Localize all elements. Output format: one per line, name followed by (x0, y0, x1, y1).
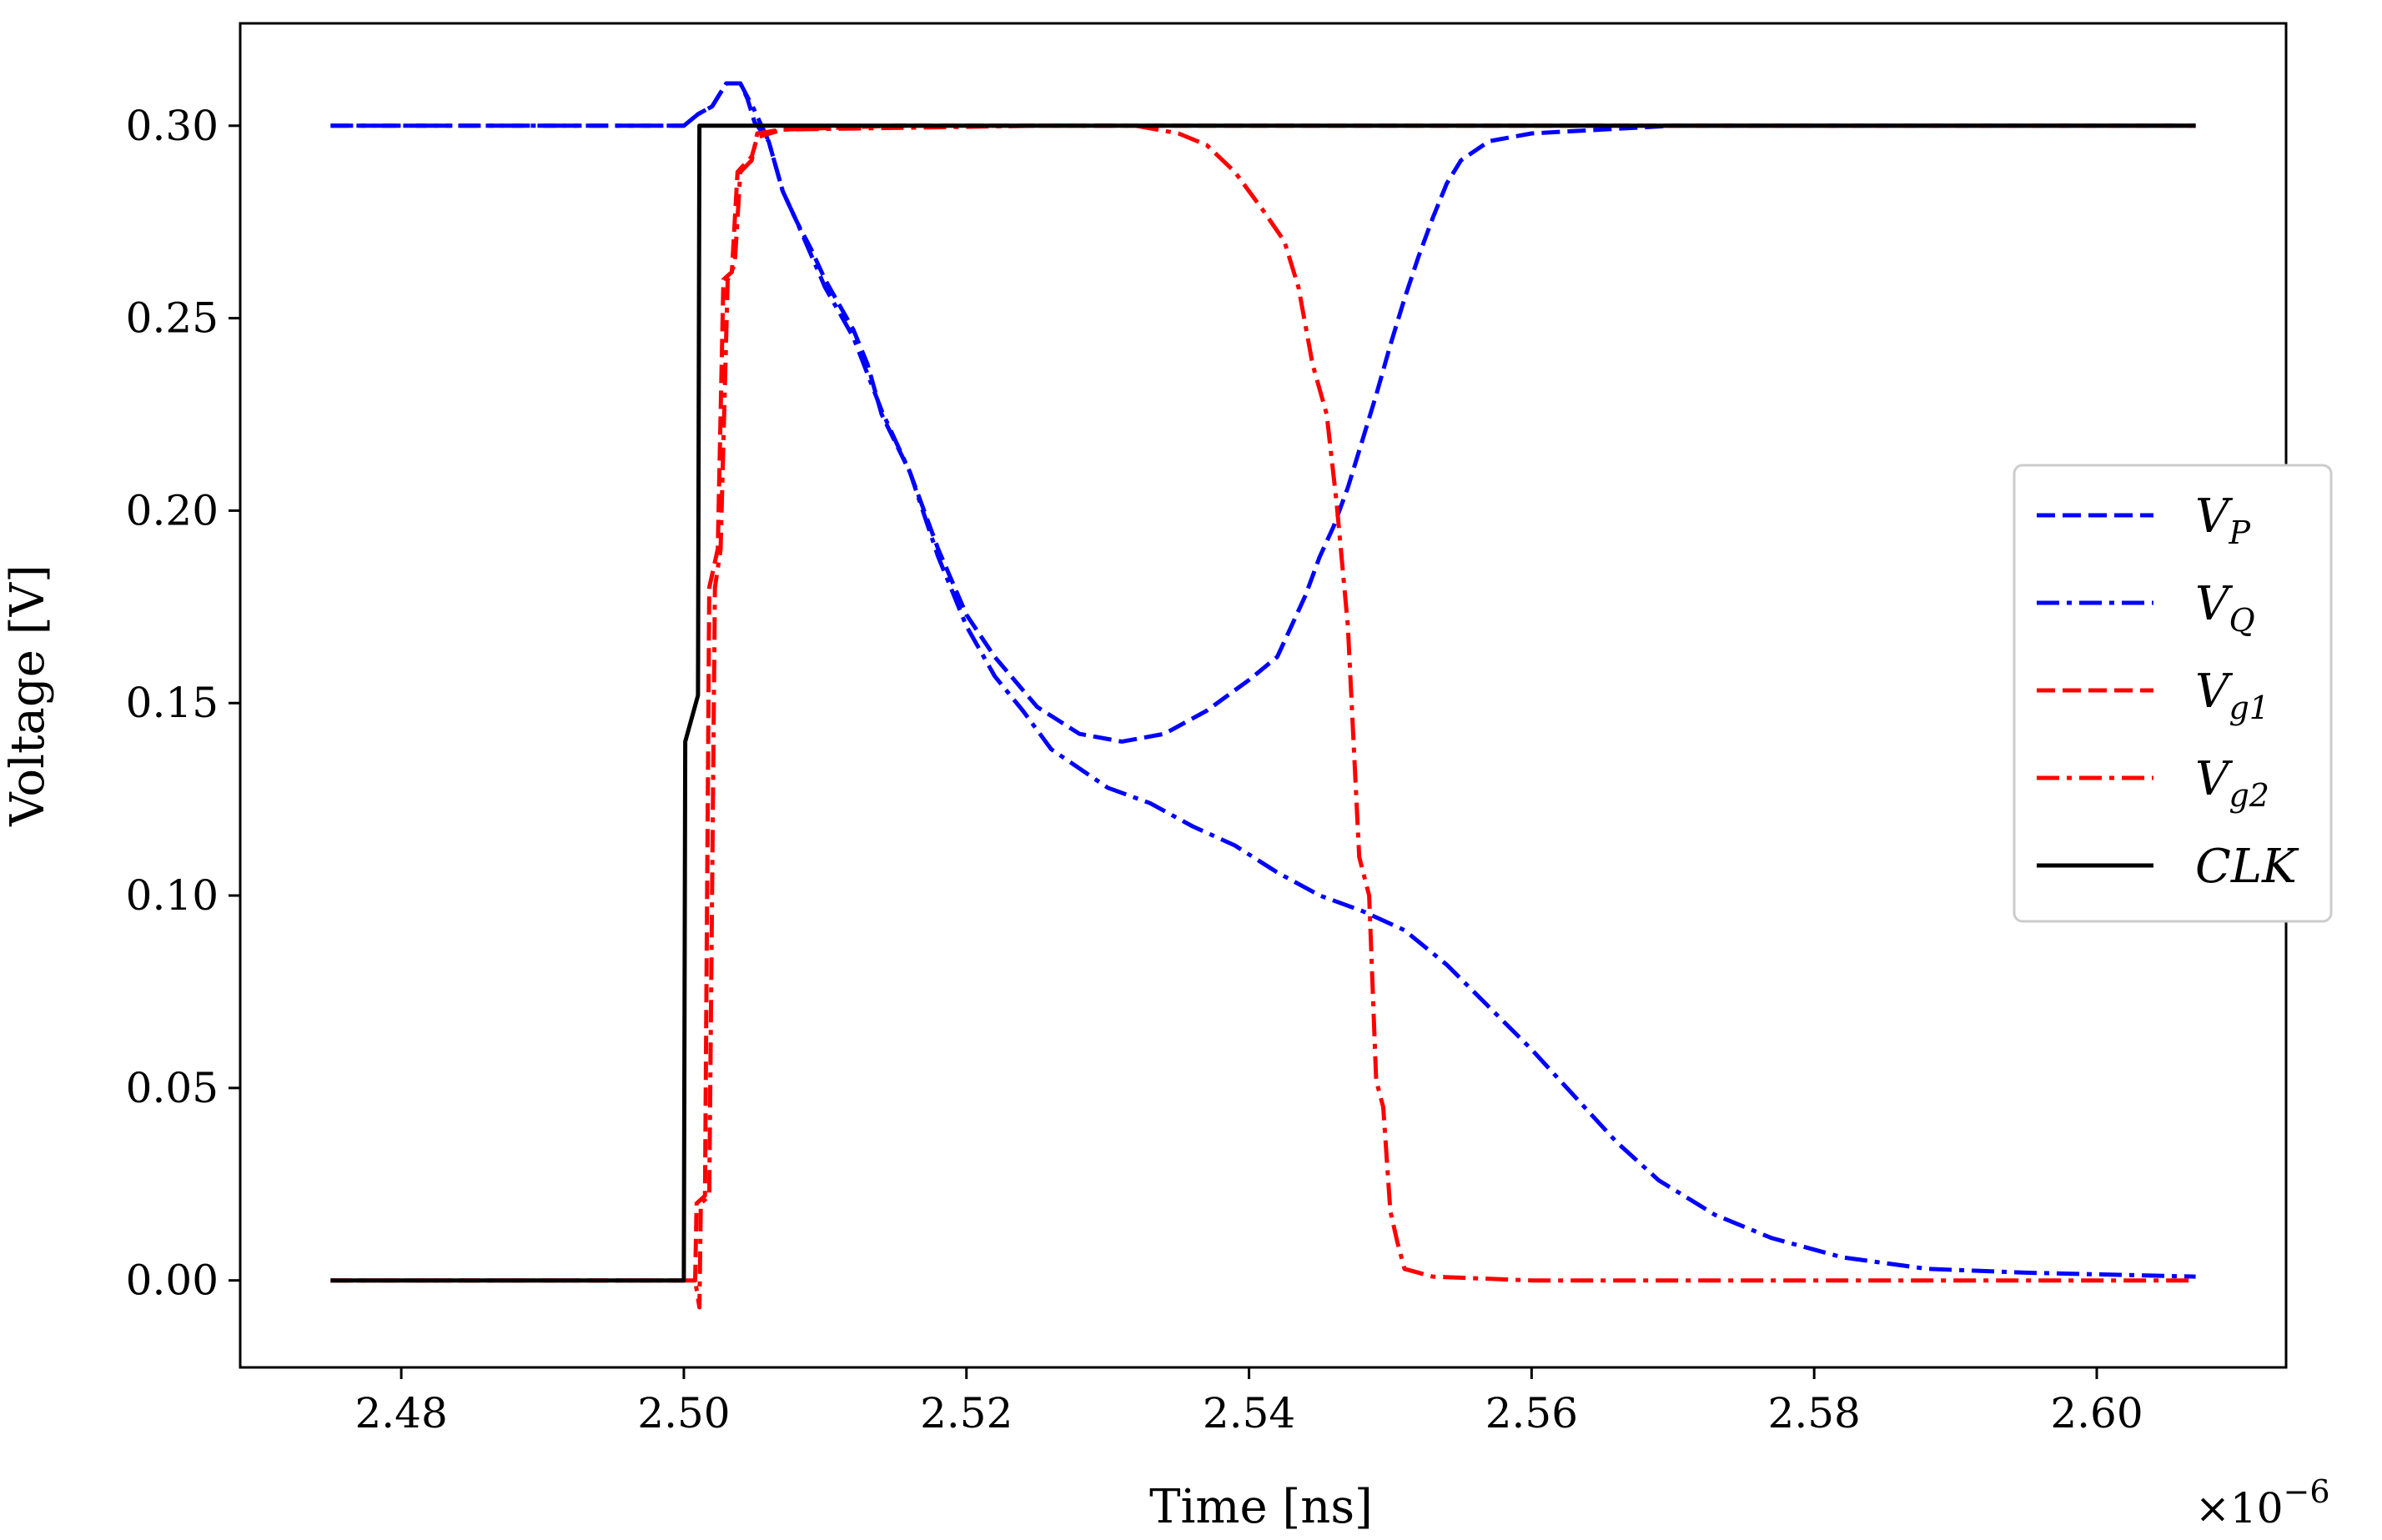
x-tick-label: 2.60 (2050, 1389, 2143, 1437)
y-tick-label: 0.15 (126, 679, 219, 727)
legend-label-subscript: g1 (2229, 690, 2269, 726)
legend-label-main: V (2195, 752, 2234, 806)
y-tick-label: 0.30 (126, 102, 219, 150)
legend-label: CLK (2195, 840, 2299, 894)
legend-label: Vg1 (2195, 665, 2269, 726)
series-line-v-g2 (330, 123, 2196, 1310)
y-axis-ticks: 0.00 0.05 0.10 0.15 0.20 0.25 0.30 (126, 102, 240, 1305)
x-tick-label: 2.56 (1485, 1389, 1578, 1437)
x-tick-label: 2.50 (637, 1389, 730, 1437)
x-axis-label: Time [ns] (1149, 1480, 1373, 1534)
y-axis-label: Voltage [V] (1, 564, 55, 827)
legend-label-main: V (2195, 577, 2234, 631)
legend-label: Vg2 (2195, 752, 2269, 814)
legend-label-subscript: P (2228, 514, 2251, 551)
x-tick-label: 2.52 (920, 1389, 1013, 1437)
y-tick-label: 0.00 (126, 1257, 219, 1305)
series-layer (330, 81, 2196, 1310)
y-tick-label: 0.05 (126, 1064, 219, 1112)
x-tick-label: 2.48 (354, 1389, 447, 1437)
legend-label-subscript: g2 (2229, 777, 2269, 814)
x-tick-label: 2.54 (1203, 1389, 1295, 1437)
x-axis-ticks: 2.48 2.50 2.52 2.54 2.56 2.58 2.60 (354, 1367, 2143, 1437)
legend-label: VP (2195, 489, 2251, 551)
legend-label-main: CLK (2195, 840, 2299, 894)
legend-label-main: V (2195, 665, 2234, 719)
x-tick-label: 2.58 (1768, 1389, 1861, 1437)
y-tick-label: 0.20 (126, 486, 219, 534)
x-axis-multiplier-base: ×10 (2195, 1484, 2284, 1532)
legend-label-subscript: Q (2229, 602, 2254, 639)
legend-label: VQ (2195, 577, 2255, 639)
x-axis-multiplier-exponent: −6 (2284, 1473, 2330, 1510)
series-line-clk (330, 123, 2196, 1283)
series-line-v-g1 (330, 123, 2196, 1283)
y-tick-label: 0.10 (126, 871, 219, 920)
x-axis-multiplier: ×10−6 (2195, 1473, 2330, 1532)
series-line-v-p (330, 81, 2196, 744)
y-tick-label: 0.25 (126, 294, 219, 343)
legend-label-main: V (2195, 489, 2234, 544)
legend-box (2013, 464, 2333, 923)
